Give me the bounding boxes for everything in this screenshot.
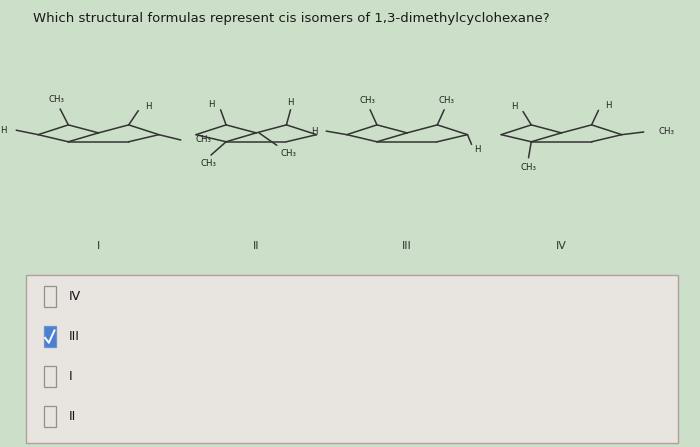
Text: IV: IV bbox=[556, 241, 567, 251]
Text: III: III bbox=[402, 241, 412, 251]
Text: H: H bbox=[312, 127, 318, 135]
Text: H: H bbox=[209, 100, 215, 109]
Text: CH₃: CH₃ bbox=[196, 135, 212, 144]
Text: H: H bbox=[606, 101, 612, 110]
Text: III: III bbox=[69, 330, 79, 343]
Text: II: II bbox=[253, 241, 260, 251]
Text: I: I bbox=[97, 241, 100, 251]
Text: H: H bbox=[474, 145, 480, 154]
Text: H: H bbox=[511, 102, 517, 111]
Text: H: H bbox=[287, 98, 294, 107]
FancyBboxPatch shape bbox=[43, 366, 56, 388]
Text: II: II bbox=[69, 410, 76, 423]
FancyBboxPatch shape bbox=[43, 286, 56, 308]
Text: CH₃: CH₃ bbox=[359, 97, 375, 105]
FancyBboxPatch shape bbox=[43, 326, 56, 347]
FancyBboxPatch shape bbox=[43, 406, 56, 427]
Text: CH₃: CH₃ bbox=[280, 149, 296, 158]
Text: IV: IV bbox=[69, 290, 81, 304]
Text: CH₃: CH₃ bbox=[439, 97, 455, 105]
Text: CH₃: CH₃ bbox=[49, 95, 64, 104]
Text: Which structural formulas represent cis isomers of 1,3-dimethylcyclohexane?: Which structural formulas represent cis … bbox=[34, 13, 550, 25]
Text: H: H bbox=[0, 126, 6, 135]
Text: CH₃: CH₃ bbox=[659, 127, 675, 136]
Text: I: I bbox=[69, 370, 72, 383]
Text: CH₃: CH₃ bbox=[200, 160, 216, 169]
FancyBboxPatch shape bbox=[27, 274, 678, 443]
Text: H: H bbox=[145, 102, 152, 111]
Text: CH₃: CH₃ bbox=[521, 163, 536, 172]
